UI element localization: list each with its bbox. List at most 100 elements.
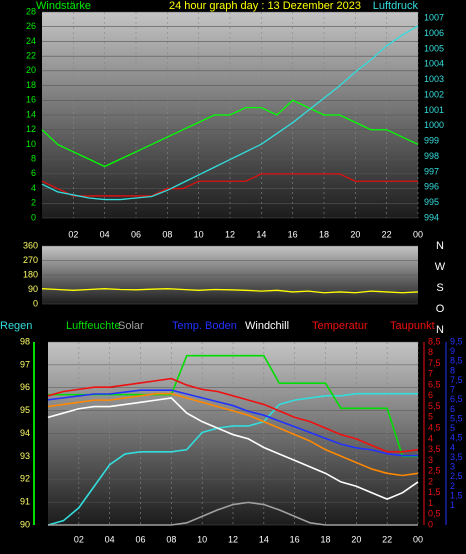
chart-title: 24 hour graph day : 13 Dezember 2023 [169, 0, 361, 12]
y2-tick-label: 3 [428, 455, 433, 465]
y2-tick-label: 994 [424, 212, 439, 222]
x-tick-label: 04 [105, 534, 115, 544]
compass-label: W [435, 261, 446, 273]
x-tick-label: 16 [290, 534, 300, 544]
y2-tick-label: 1002 [424, 89, 444, 99]
x-tick-label: 08 [166, 534, 176, 544]
x-tick-label: 16 [288, 229, 298, 239]
y3-tick-label: 6,5 [450, 394, 463, 404]
x-tick-label: 10 [194, 229, 204, 239]
y2-tick-label: 996 [424, 182, 439, 192]
y-tick-label: 4 [31, 183, 36, 193]
y2-tick-label: 5,5 [428, 401, 441, 411]
y-tick-label: 2 [31, 198, 36, 208]
y2-tick-label: 1005 [424, 43, 444, 53]
y-tick-label: 98 [20, 336, 30, 346]
y2-tick-label: 997 [424, 166, 439, 176]
y2-tick-label: 7 [428, 369, 433, 379]
compass-label: N [436, 324, 444, 336]
series-line [47, 377, 419, 453]
x-tick-label: 12 [228, 534, 238, 544]
y-tick-label: 18 [26, 80, 36, 90]
y2-tick-label: 7,5 [428, 358, 441, 368]
y-tick-label: 16 [26, 95, 36, 105]
x-tick-label: 04 [100, 229, 110, 239]
y3-tick-label: 6 [450, 404, 455, 414]
y3-tick-label: 4 [450, 442, 455, 452]
y-tick-label: 93 [20, 451, 30, 461]
y-tick-label: 97 [20, 359, 30, 369]
y3-tick-label: 3,5 [450, 452, 463, 462]
y2-tick-label: 4 [428, 433, 433, 443]
legend-entry: Temp. Boden [172, 320, 237, 332]
y-tick-label: 10 [26, 139, 36, 149]
y3-tick-label: 1,5 [450, 490, 463, 500]
y-tick-label: 6 [31, 168, 36, 178]
y-label: Windstärke [36, 0, 91, 12]
y2-tick-label: 1007 [424, 13, 444, 23]
y3-tick-label: 1 [450, 500, 455, 510]
y-tick-label: 92 [20, 474, 30, 484]
y2-tick-label: 1,5 [428, 487, 441, 497]
x-tick-label: 12 [225, 229, 235, 239]
y2-tick-label: 1 [428, 498, 433, 508]
y-tick-label: 94 [20, 428, 30, 438]
y2-tick-label: 6,5 [428, 379, 441, 389]
y2-tick-label: 4,5 [428, 422, 441, 432]
y-tick-label: 22 [26, 51, 36, 61]
legend-entry: Windchill [245, 320, 289, 332]
y3-tick-label: 9,5 [450, 336, 463, 346]
y3-tick-label: 8 [450, 365, 455, 375]
y-tick-label: 360 [23, 240, 38, 250]
series-line [41, 288, 419, 294]
y2-tick-label: 8 [428, 347, 433, 357]
y-tick-label: 91 [20, 497, 30, 507]
y3-tick-label: 9 [450, 346, 455, 356]
compass-label: S [436, 282, 443, 294]
y-tick-label: 14 [26, 109, 36, 119]
y-tick-label: 12 [26, 124, 36, 134]
y3-tick-label: 2 [450, 481, 455, 491]
y-tick-label: 270 [23, 255, 38, 265]
y-tick-label: 0 [31, 212, 36, 222]
x-tick-label: 20 [351, 534, 361, 544]
series-line [41, 99, 419, 168]
y2-tick-label: 0,5 [428, 509, 441, 519]
series-line [47, 392, 419, 477]
x-tick-label: 02 [68, 229, 78, 239]
y3-tick-label: 5,5 [450, 413, 463, 423]
y-tick-label: 90 [28, 284, 38, 294]
y2-tick-label: 2,5 [428, 466, 441, 476]
x-tick-label: 22 [382, 534, 392, 544]
y2-tick-label: 2 [428, 476, 433, 486]
y3-tick-label: 7 [450, 385, 455, 395]
y-tick-label: 180 [23, 269, 38, 279]
y2-tick-label: 995 [424, 197, 439, 207]
series-line [41, 25, 419, 201]
y3-tick-label: 3 [450, 462, 455, 472]
series-line [47, 392, 418, 526]
x-tick-label: 08 [162, 229, 172, 239]
y-tick-label: 8 [31, 154, 36, 164]
y-tick-label: 96 [20, 382, 30, 392]
y2-tick-label: 1001 [424, 105, 444, 115]
x-tick-label: 10 [197, 534, 207, 544]
y3-tick-label: 7,5 [450, 375, 463, 385]
y2-tick-label: 8,5 [428, 336, 441, 346]
x-tick-label: 00 [413, 229, 423, 239]
legend-entry: Luftfeuchte [66, 320, 120, 332]
y2-tick-label: 1004 [424, 59, 444, 69]
x-tick-label: 00 [413, 534, 423, 544]
y2-tick-label: 1000 [424, 120, 444, 130]
y2-tick-label: 3,5 [428, 444, 441, 454]
y2-tick-label: 998 [424, 151, 439, 161]
compass-label: N [436, 240, 444, 252]
series-line [47, 397, 419, 501]
y-tick-label: 28 [26, 6, 36, 16]
y3-tick-label: 8,5 [450, 356, 463, 366]
y-tick-label: 24 [26, 36, 36, 46]
series-line [41, 173, 418, 197]
y2-tick-label: 1003 [424, 74, 444, 84]
legend-entry: Taupunkt [390, 320, 435, 332]
